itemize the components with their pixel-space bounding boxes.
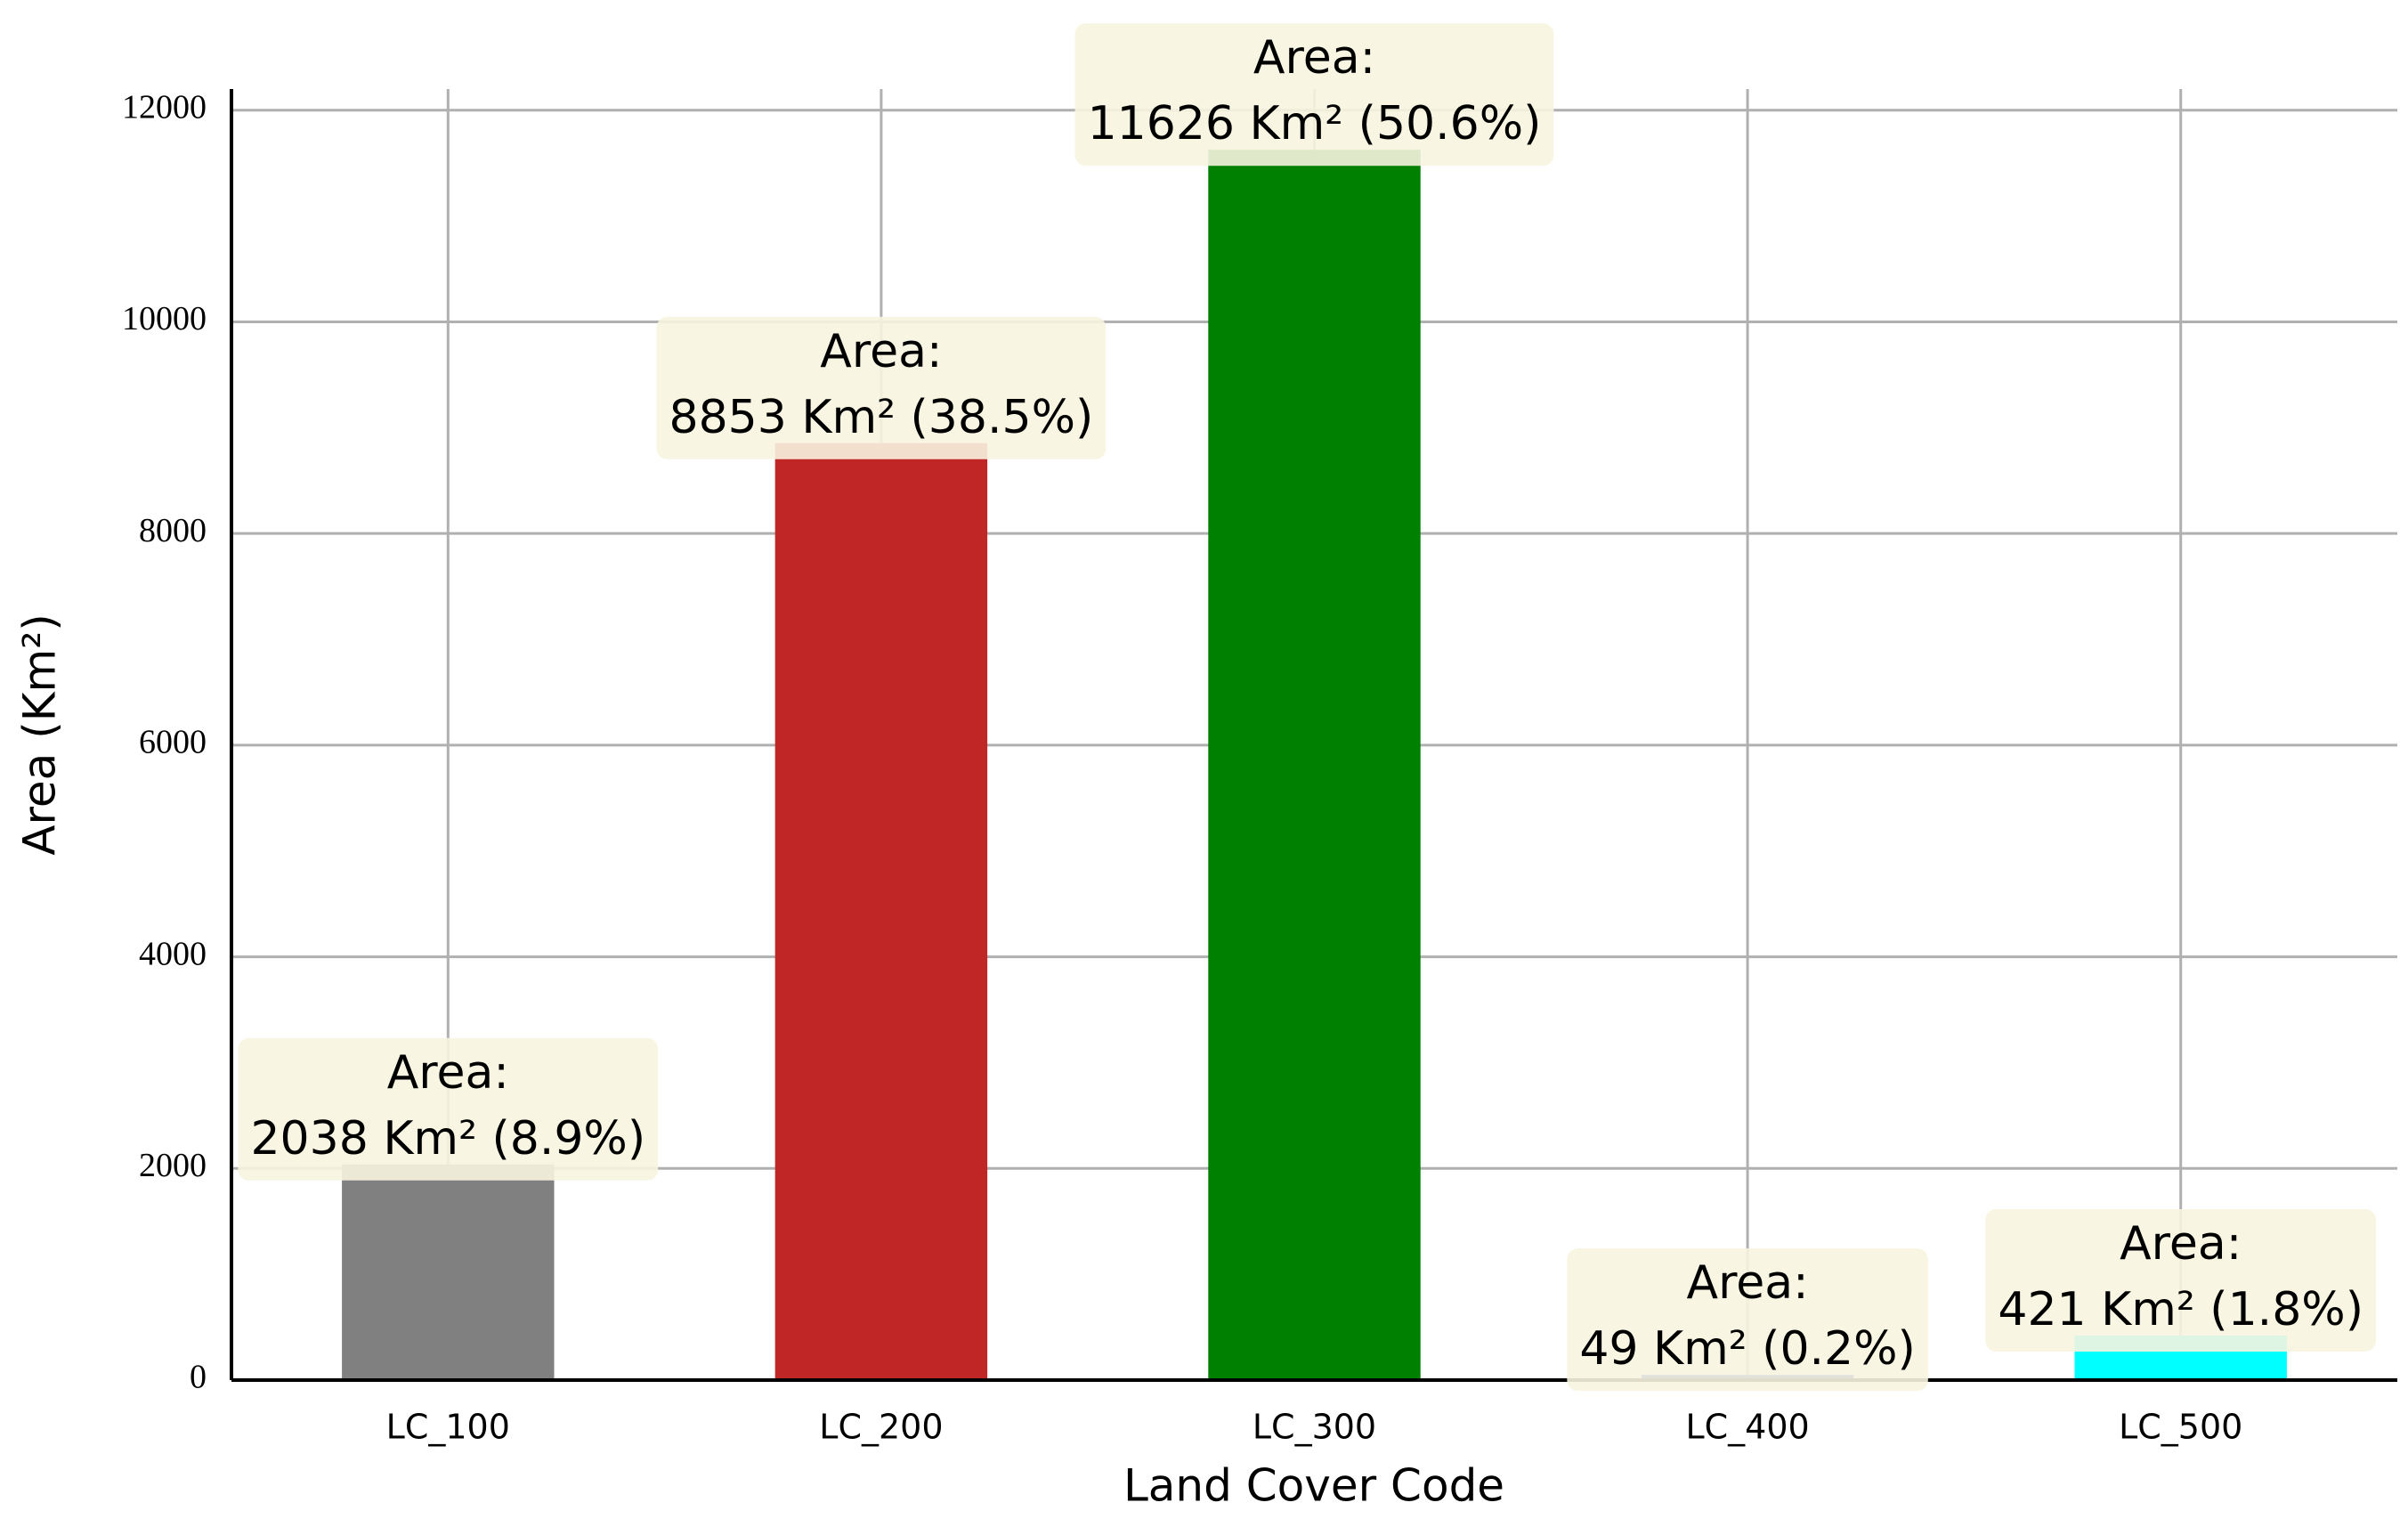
y-tick-label: 0 (190, 1359, 207, 1396)
x-tick-label: LC_100 (386, 1408, 510, 1447)
y-tick-label: 10000 (122, 300, 207, 337)
y-tick-label: 2000 (139, 1147, 207, 1184)
y-tick-label: 12000 (122, 88, 207, 126)
value-label: 421 Km² (1.8%) (1998, 1283, 2363, 1336)
annotation-prefix: Area: (820, 325, 942, 378)
annotation-prefix: Area: (2120, 1217, 2242, 1271)
value-label: 2038 Km² (8.9%) (250, 1112, 645, 1166)
value-label: 49 Km² (0.2%) (1579, 1322, 1916, 1376)
annotation-prefix: Area: (1687, 1256, 1809, 1310)
annotation-box (656, 316, 1107, 459)
value-label: 8853 Km² (38.5%) (669, 391, 1094, 444)
bar (1208, 150, 1421, 1380)
y-axis-label: Area (Km²) (14, 613, 66, 856)
x-tick-label: LC_500 (2119, 1408, 2242, 1447)
x-tick-label: LC_300 (1253, 1408, 1376, 1447)
x-axis-label: Land Cover Code (1123, 1460, 1504, 1512)
annotation-prefix: Area: (387, 1046, 509, 1100)
y-tick-label: 4000 (139, 935, 207, 972)
y-tick-label: 8000 (139, 512, 207, 549)
value-label: 11626 Km² (50.6%) (1088, 97, 1542, 150)
bar (342, 1164, 555, 1380)
annotation-box (1074, 23, 1554, 167)
y-tick-label: 6000 (139, 724, 207, 761)
x-tick-label: LC_200 (819, 1408, 943, 1447)
bar (774, 443, 988, 1380)
x-tick-label: LC_400 (1685, 1408, 1809, 1447)
annotation-prefix: Area: (1253, 31, 1375, 85)
annotation-box (1567, 1248, 1928, 1392)
annotation-box (238, 1037, 659, 1181)
annotation-box (1985, 1208, 2376, 1352)
